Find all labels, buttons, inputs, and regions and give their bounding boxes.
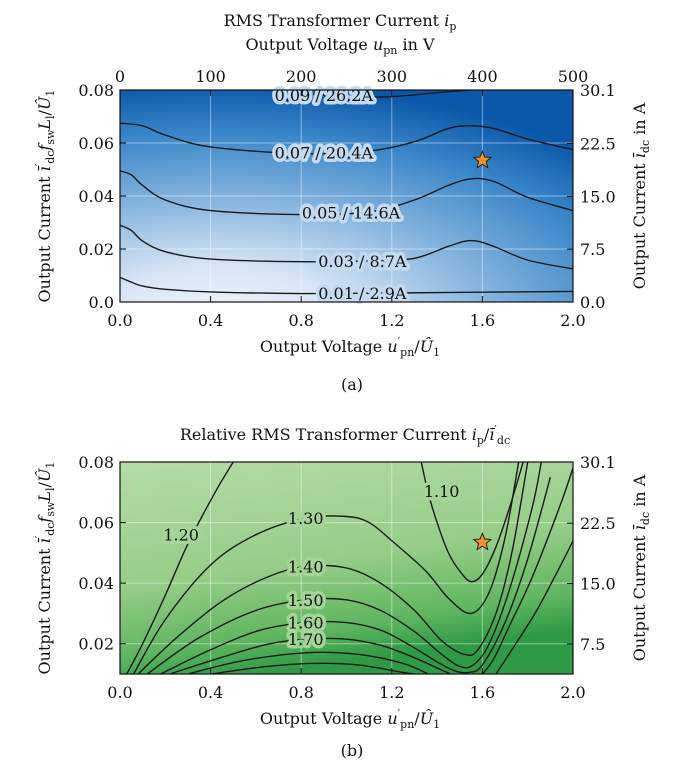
panel-a-ticks: 0.0 0.4 0.8 1.2 1.6 2.00.00.020.040.060.080 10… xyxy=(78,67,615,330)
panel-a-contour-label: 0.03 / 8.7A xyxy=(318,252,407,271)
panel-b-frame xyxy=(119,461,574,675)
panel-a-contours xyxy=(120,90,573,295)
panel-b-right-tick-label: 15.0 xyxy=(580,575,616,594)
panel-b-contours xyxy=(126,462,573,674)
panel-b-x-tick-label: 2.0 xyxy=(560,683,585,702)
panel-a-contour-line xyxy=(120,122,573,155)
panel-a-top-tick-label: 300 xyxy=(377,67,408,86)
panel-b-contour-line xyxy=(146,462,542,674)
panel-a-contour-label: 0.07 / 20.4A xyxy=(275,144,374,163)
panel-a-right-tick-label: 22.5 xyxy=(580,135,616,154)
panel-a-contour-line xyxy=(300,90,472,98)
panel-a-top-tick-label: 500 xyxy=(558,67,589,86)
panel-b-contour-label: 1.20 xyxy=(163,526,199,545)
panel-b-y-axis-label: Output Current ī′dcfswLl/Û1 xyxy=(33,462,57,675)
panel-a-contour-label: 0.01 / 2.9A xyxy=(318,284,407,303)
panel-a-y-tick-label: 0.08 xyxy=(78,81,114,100)
panel-b-contour-label: 1.50 xyxy=(288,591,324,610)
panel-a-right-tick-label: 30.1 xyxy=(580,81,616,100)
panel-b-title: Relative RMS Transformer Current ip/ī′dc xyxy=(180,423,510,447)
panel-a-plot-area xyxy=(120,90,573,302)
panel-b-x-tick-label: 0.0 xyxy=(107,683,132,702)
panel-a-contour-line xyxy=(120,276,573,295)
panel-b-contour-line xyxy=(126,462,234,674)
panel-b-contour-line xyxy=(160,476,552,674)
panel-b-x-axis-label: Output Voltage u′pn/Û1 xyxy=(260,707,440,731)
panel-a-x-tick-label: 2.0 xyxy=(560,311,585,330)
panel-b-contour-label: 1.10 xyxy=(424,482,460,501)
panel-a-contour-line xyxy=(120,170,573,216)
panel-a-label: (a) xyxy=(341,375,363,394)
panel-a-y-tick-label: 0.0 xyxy=(89,293,114,312)
panel-b-contour-line xyxy=(495,540,573,674)
panel-a-right-tick-label: 7.5 xyxy=(580,240,605,259)
panel-a-contour-line xyxy=(120,224,573,270)
panel-b-x-tick-label: 0.4 xyxy=(198,683,223,702)
panel-a-grid xyxy=(120,90,573,302)
panel-b-contour-line xyxy=(187,651,429,674)
panel-a-y-tick-label: 0.06 xyxy=(78,134,114,153)
panel-a-top-tick-label: 400 xyxy=(467,67,498,86)
panel-b: Relative RMS Transformer Current ip/ī′dc… xyxy=(33,423,652,760)
panel-b-right-tick-label: 7.5 xyxy=(580,635,605,654)
panel-b-contour-line xyxy=(210,662,415,674)
panel-b-contour-label: 1.70 xyxy=(288,630,324,649)
panel-a-star-marker xyxy=(472,149,493,169)
panel-a-x-tick-label: 0.0 xyxy=(107,311,132,330)
panel-b-x-tick-label: 1.6 xyxy=(470,683,495,702)
panel-a-x-tick-label: 1.6 xyxy=(470,311,495,330)
panel-b-contour-labels: 1.10 1.20 1.30 1.40 1.50 1.601.70 xyxy=(160,478,463,652)
panel-a-top-axis-label: Output Voltage upn in V xyxy=(245,35,435,57)
panel-b-contour-line xyxy=(481,467,573,674)
panel-a-x-tick-label: 0.8 xyxy=(288,311,313,330)
panel-a-top-tick-label: 100 xyxy=(195,67,226,86)
panel-a-right-tick-label: 15.0 xyxy=(580,187,616,206)
panel-b-label: (b) xyxy=(341,741,364,760)
panel-b-right-tick-label: 22.5 xyxy=(580,514,616,533)
panel-b-ticks: 0.0 0.4 0.8 1.2 1.6 2.0 0.02 0.04 0.06 0.08 7.5 15.… xyxy=(78,453,615,702)
panel-b-x-tick-label: 0.8 xyxy=(288,683,313,702)
panel-a: RMS Transformer Current ip Output Voltag… xyxy=(33,11,652,394)
panel-b-operating-point-star xyxy=(472,531,493,551)
panel-b-y-tick-label: 0.04 xyxy=(78,574,114,593)
panel-b-x-tick-label: 1.2 xyxy=(379,683,404,702)
panel-b-contour-line xyxy=(169,637,451,674)
panel-a-contour-label: 0.09 / 26.2A xyxy=(275,86,374,105)
panel-a-right-axis-label: Output Current īdc in A xyxy=(630,102,652,289)
panel-b-grid xyxy=(120,462,573,674)
panel-a-top-tick-label: 0 xyxy=(115,67,125,86)
panel-a-x-tick-label: 0.4 xyxy=(198,311,223,330)
panel-b-contour-line xyxy=(132,462,520,674)
panel-a-x-axis-label: Output Voltage u′pn/Û1 xyxy=(260,335,440,359)
panel-b-right-tick-label: 30.1 xyxy=(580,453,616,472)
panel-a-y-tick-label: 0.04 xyxy=(78,187,114,206)
panel-a-y-axis-label: Output Current ī′dcfswLl/Û1 xyxy=(33,90,57,303)
panel-b-y-tick-label: 0.02 xyxy=(78,635,114,654)
panel-a-title: RMS Transformer Current ip xyxy=(224,11,457,33)
panel-a-contour-label: 0.05 / 14.6A xyxy=(302,204,401,223)
panel-a-operating-point-star xyxy=(472,149,493,169)
panel-a-top-tick-label: 200 xyxy=(286,67,317,86)
panel-b-y-tick-label: 0.06 xyxy=(78,514,114,533)
panel-a-y-tick-label: 0.02 xyxy=(78,240,114,259)
panel-b-contour-line xyxy=(420,462,524,583)
panel-b-right-axis-label: Output Current īdc in A xyxy=(630,474,652,661)
panel-b-star-marker xyxy=(472,531,493,551)
panel-a-x-tick-label: 1.2 xyxy=(379,311,404,330)
panel-b-contour-label: 1.30 xyxy=(288,509,324,528)
panel-b-contour-label: 1.60 xyxy=(288,614,324,633)
panel-b-contour-label: 1.40 xyxy=(288,557,324,576)
panel-b-contour-line xyxy=(137,462,529,674)
panel-a-right-tick-label: 0.0 xyxy=(580,293,605,312)
panel-b-y-tick-label: 0.08 xyxy=(78,453,114,472)
